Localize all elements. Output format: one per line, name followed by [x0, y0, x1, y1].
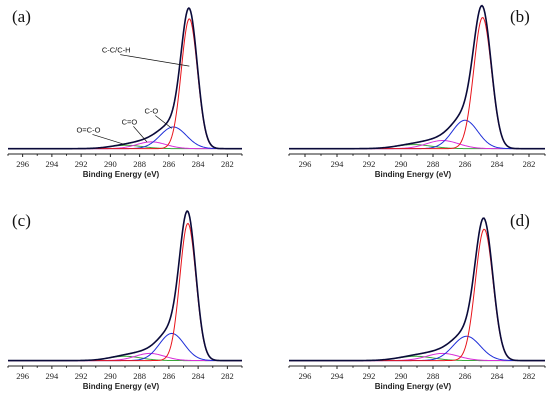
annotation-label: C-O: [144, 106, 158, 115]
chart-panel-b: 296 294 292 290 288 286 284 282 Binding Energy (…: [288, 4, 546, 179]
x-axis-label: Binding Energy (eV): [375, 382, 452, 391]
series-line-envelope: [289, 4, 545, 150]
x-tick-label: 284: [192, 371, 206, 381]
x-tick-label: 294: [46, 159, 60, 169]
x-tick-label: 296: [16, 371, 29, 381]
x-tick-label: 284: [491, 371, 505, 381]
x-tick-label: 282: [523, 159, 536, 169]
x-tick-label: 288: [133, 371, 146, 381]
x-tick-label: 290: [395, 371, 408, 381]
series-line-envelope: [289, 217, 545, 362]
chart-panel-c: 296 294 292 290 288 286 284 282 Binding Energy (…: [7, 210, 243, 391]
x-tick-label: 294: [46, 371, 60, 381]
series-line-c-c-c-h: [8, 18, 242, 150]
x-tick-label: 286: [163, 159, 176, 169]
x-tick-label: 290: [104, 371, 117, 381]
annotation-label: C=O: [122, 117, 138, 126]
x-tick-label: 284: [491, 159, 505, 169]
chart-panel-a: 296 294 292 290 288 286 284 282 Binding Energy (…: [7, 7, 243, 179]
x-tick-label: 282: [221, 371, 234, 381]
x-tick-label: 292: [75, 159, 88, 169]
x-tick-label: 288: [427, 159, 440, 169]
x-axis-label: Binding Energy (eV): [83, 170, 160, 179]
panel-label: (d): [510, 211, 530, 230]
annotation-leader: [155, 115, 173, 129]
series-line-c-c-c-h: [8, 222, 242, 362]
x-tick-label: 282: [523, 371, 536, 381]
x-tick-label: 292: [75, 371, 88, 381]
panel-label: (a): [12, 7, 31, 26]
annotation-leader: [120, 54, 190, 67]
x-tick-label: 294: [331, 371, 345, 381]
x-tick-label: 288: [133, 159, 146, 169]
x-tick-label: 290: [395, 159, 408, 169]
x-tick-label: 286: [459, 159, 472, 169]
annotation-label: O=C-O: [76, 125, 100, 134]
x-tick-label: 286: [459, 371, 472, 381]
x-tick-label: 290: [104, 159, 117, 169]
x-tick-label: 288: [427, 371, 440, 381]
series-line-c-c-c-h: [289, 228, 545, 362]
x-axis-label: Binding Energy (eV): [83, 382, 160, 391]
x-tick-label: 296: [299, 159, 312, 169]
x-tick-label: 292: [363, 371, 376, 381]
x-tick-label: 294: [331, 159, 345, 169]
x-tick-label: 282: [221, 159, 234, 169]
annotation-leader: [92, 134, 126, 145]
panel-label: (b): [510, 7, 530, 26]
x-tick-label: 292: [363, 159, 376, 169]
x-tick-label: 296: [16, 159, 29, 169]
x-tick-label: 296: [299, 371, 312, 381]
series-line-c-o: [289, 335, 545, 362]
x-axis-label: Binding Energy (eV): [375, 170, 452, 179]
x-tick-label: 286: [163, 371, 176, 381]
series-line-envelope: [8, 210, 242, 362]
series-line-envelope: [8, 7, 242, 150]
series-line-c-c-c-h: [289, 17, 545, 150]
annotation-leader: [133, 126, 148, 143]
x-tick-label: 284: [192, 159, 206, 169]
chart-panel-d: 296 294 292 290 288 286 284 282 Binding Energy (…: [288, 211, 546, 391]
panel-label: (c): [12, 211, 31, 230]
annotation-label: C-C/C-H: [102, 46, 131, 55]
